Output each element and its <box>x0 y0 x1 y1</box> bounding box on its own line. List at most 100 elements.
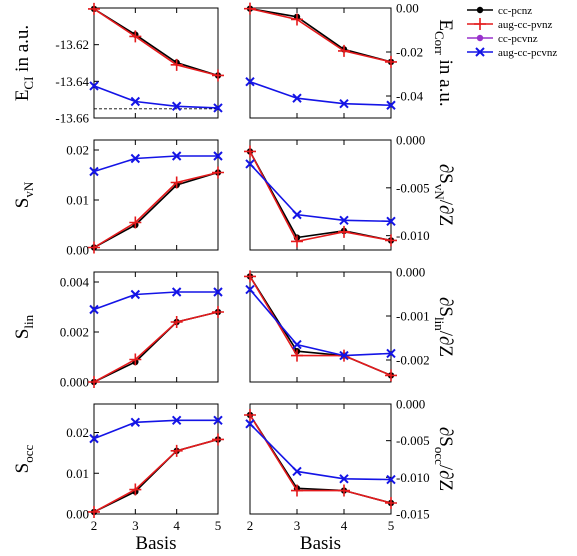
marker-aug-cc-pcvnz <box>292 339 302 350</box>
x-tick-label: 2 <box>91 518 98 533</box>
marker-aug-cc-pvnz <box>385 369 397 382</box>
y-axis-title: ∂Slin/∂Z <box>432 297 456 357</box>
marker-aug-cc-pcvnz <box>386 474 396 485</box>
legend-label: aug-cc-pcvnz <box>498 47 557 59</box>
y-tick-label: -0.015 <box>396 507 430 522</box>
y-axis-title: Socc <box>12 444 36 473</box>
marker-aug-cc-pvnz <box>170 316 183 328</box>
marker-aug-cc-pvnz <box>88 241 100 254</box>
marker-aug-cc-pvnz <box>170 444 183 457</box>
y-tick-label: 0.004 <box>60 275 90 290</box>
y-axis-title: ∂Socc/∂Z <box>432 427 456 491</box>
y-tick-label: 0.01 <box>66 193 89 208</box>
series-line-aug-cc-pvnz <box>249 275 392 377</box>
panel-s-vn: 0.00 0.01 0.02 SvN <box>12 139 224 258</box>
panel-ds-occ: 2 3 4 5 0.000 -0.005 -0.010 -0.015 ∂Socc/∂Z Basis <box>244 397 456 554</box>
y-tick-label: -0.02 <box>396 45 423 60</box>
legend-item-cc-pcnz: cc-pcnz <box>467 5 532 17</box>
panel-frame <box>93 403 219 515</box>
series-line-aug-cc-pcvnz <box>93 419 218 440</box>
y-axis-title: ∂SvN/∂Z <box>432 164 456 226</box>
series-line-cc-pcnz <box>93 171 219 249</box>
panel-s-occ: 2 3 4 5 0.00 0.01 0.02 Socc Basis <box>12 403 224 554</box>
marker-aug-cc-pcvnz <box>130 153 141 164</box>
panel-frame <box>93 271 219 383</box>
y-tick-label: 0.000 <box>396 265 425 280</box>
panel-frame <box>249 403 392 515</box>
y-tick-label: 0.000 <box>60 375 89 390</box>
marker-aug-cc-pvnz <box>338 225 350 238</box>
panel-frame <box>249 271 392 383</box>
series-line-aug-cc-pcvnz <box>249 423 392 481</box>
marker-aug-cc-pcvnz <box>292 466 302 477</box>
x-axis-title: Basis <box>300 533 341 554</box>
x-tick-label: 3 <box>132 518 139 533</box>
marker-aug-cc-pvnz <box>170 176 183 189</box>
marker-aug-cc-pvnz <box>88 376 100 388</box>
y-axis-title: ECorr in a.u. <box>432 19 456 106</box>
marker-aug-cc-pvnz <box>385 234 397 247</box>
marker-aug-cc-pcvnz <box>245 76 255 87</box>
series-line-aug-cc-pcvnz <box>93 155 218 173</box>
panel-frame <box>93 7 219 119</box>
marker-aug-cc-pcvnz <box>89 304 99 315</box>
marker-aug-cc-pvnz <box>129 30 142 43</box>
y-tick-label: -0.010 <box>396 228 430 243</box>
series-line-aug-cc-pvnz <box>249 7 392 63</box>
series-line-cc-pcnz <box>93 8 219 77</box>
marker-aug-cc-pvnz <box>338 44 350 57</box>
y-tick-label: -0.005 <box>396 433 430 448</box>
y-tick-label: 0.00 <box>396 1 419 16</box>
marker-aug-cc-pcvnz <box>213 287 223 297</box>
marker-aug-cc-pcvnz <box>130 417 141 428</box>
y-tick-label: 0.002 <box>60 325 89 340</box>
y-tick-label: 0.02 <box>66 143 89 158</box>
y-axis-title: SvN <box>12 181 36 208</box>
marker-aug-cc-pcvnz <box>171 151 182 161</box>
series-line-aug-cc-pvnz <box>93 438 219 513</box>
marker-aug-cc-pvnz <box>212 306 224 318</box>
legend-marker <box>476 34 484 42</box>
marker-aug-cc-pvnz <box>212 166 224 179</box>
series-line-aug-cc-pcvnz <box>249 163 392 223</box>
marker-aug-cc-pvnz <box>291 13 303 26</box>
marker-aug-cc-pvnz <box>212 69 224 82</box>
x-tick-label: 3 <box>294 518 301 533</box>
marker-aug-cc-pcvnz <box>339 474 349 484</box>
series-line-aug-cc-pcvnz <box>249 80 392 107</box>
y-tick-label: 0.01 <box>66 466 89 481</box>
marker-aug-cc-pcvnz <box>213 103 223 113</box>
marker-aug-cc-pcvnz <box>339 350 349 361</box>
legend-label: cc-pcvnz <box>498 33 538 45</box>
y-tick-label: 0.000 <box>396 133 425 148</box>
series-line-aug-cc-pvnz <box>93 8 219 77</box>
legend-marker <box>475 47 485 57</box>
y-tick-label: 0.000 <box>396 397 425 412</box>
marker-aug-cc-pcvnz <box>292 93 302 103</box>
legend: cc-pcnz aug-cc-pvnz cc-pcvnz aug-cc-pcvnz <box>467 5 557 59</box>
panels: -13.62 -13.64 -13.66 ECI in a.u. 0.00 -0.02 -0… <box>12 1 456 555</box>
series-line-aug-cc-pvnz <box>93 171 219 249</box>
marker-aug-cc-pcvnz <box>89 433 99 444</box>
y-tick-label: -0.010 <box>396 470 430 485</box>
y-tick-label: -0.001 <box>396 309 430 324</box>
x-tick-label: 5 <box>215 518 222 533</box>
legend-label: aug-cc-pvnz <box>498 19 552 31</box>
marker-aug-cc-pvnz <box>291 349 303 362</box>
y-axis-title: Slin <box>12 314 36 339</box>
marker-aug-cc-pvnz <box>244 270 256 283</box>
marker-aug-cc-pvnz <box>244 2 256 15</box>
marker-aug-cc-pcvnz <box>386 348 396 359</box>
y-axis-title: ECI in a.u. <box>12 25 36 101</box>
marker-aug-cc-pvnz <box>129 353 142 366</box>
y-tick-label: -0.005 <box>396 180 430 195</box>
marker-aug-cc-pcvnz <box>171 287 182 297</box>
legend-marker <box>476 6 484 14</box>
marker-aug-cc-pcvnz <box>245 284 255 295</box>
y-tick-label: -13.62 <box>55 37 89 52</box>
marker-aug-cc-pcvnz <box>386 216 396 227</box>
x-tick-label: 2 <box>247 518 254 533</box>
y-tick-label: -13.64 <box>55 74 89 89</box>
marker-aug-cc-pvnz <box>385 55 397 68</box>
marker-aug-cc-pcvnz <box>213 151 223 161</box>
